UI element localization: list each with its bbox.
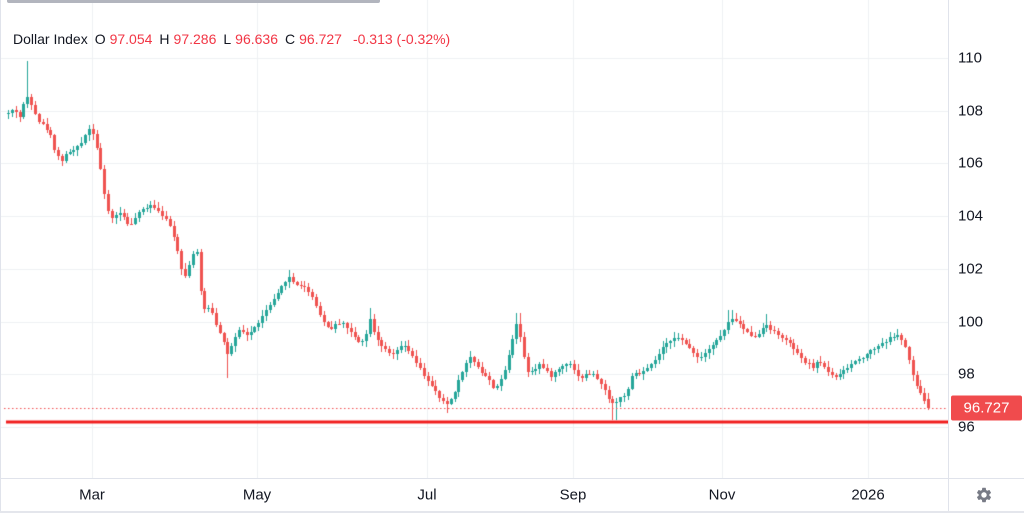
high-label: H — [159, 31, 170, 47]
high-value: 97.286 — [173, 31, 217, 47]
time-axis-label: Mar — [79, 486, 105, 504]
time-axis-label: Jul — [417, 486, 437, 504]
gear-icon — [976, 487, 992, 503]
top-partial-divider — [7, 0, 380, 3]
time-axis-label: Sep — [559, 486, 587, 504]
price-axis-label: 96 — [958, 418, 975, 436]
symbol-name: Dollar Index — [13, 31, 88, 47]
candlestick-chart[interactable] — [0, 0, 948, 478]
last-price-tag-value: 96.727 — [963, 399, 1010, 417]
time-axis-border — [0, 478, 1024, 479]
time-axis-label: 2026 — [851, 486, 885, 504]
price-axis-border — [948, 0, 949, 511]
open-value: 97.054 — [109, 31, 153, 47]
price-axis-label: 98 — [958, 365, 975, 383]
price-axis-label: 106 — [958, 154, 984, 172]
change-value: -0.313 (-0.32%) — [352, 31, 451, 47]
price-axis-label: 100 — [958, 313, 984, 331]
price-axis-label: 108 — [958, 102, 984, 120]
settings-button[interactable] — [966, 479, 1002, 511]
price-axis-label: 110 — [958, 49, 982, 67]
low-value: 96.636 — [235, 31, 278, 47]
price-axis-label: 102 — [958, 260, 984, 278]
price-axis[interactable]: 96.727 110 108 106 104 102 100 98 96 — [949, 0, 1024, 478]
time-axis-label: Nov — [708, 486, 736, 504]
symbol-legend[interactable]: Dollar Index O 97.054 H 97.286 L 96.636 … — [13, 31, 450, 47]
low-label: L — [223, 31, 232, 47]
time-axis[interactable]: Mar May Jul Sep Nov 2026 — [0, 479, 948, 511]
open-label: O — [94, 31, 106, 47]
last-price-tag: 96.727 — [951, 395, 1022, 421]
panel-left-border — [0, 0, 1, 513]
time-axis-label: May — [242, 486, 272, 504]
panel-bottom-border — [0, 511, 1024, 513]
close-label: C — [285, 31, 296, 47]
close-value: 96.727 — [299, 31, 342, 47]
price-axis-label: 104 — [958, 207, 984, 225]
